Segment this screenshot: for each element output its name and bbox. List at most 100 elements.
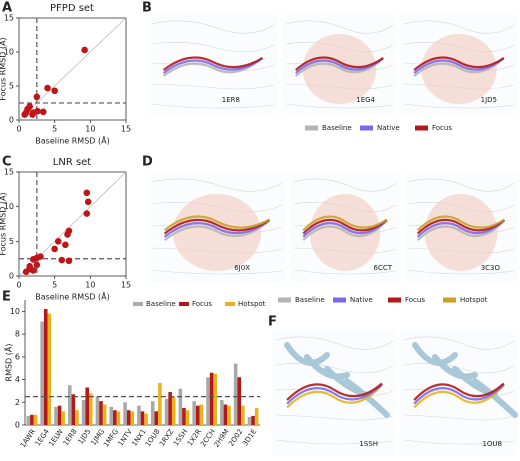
x-tick-label: 15 <box>121 281 131 290</box>
peptide <box>302 218 388 235</box>
point <box>84 198 92 206</box>
bar <box>150 401 155 425</box>
legend-label: Hotspot <box>238 300 266 308</box>
bar <box>61 411 65 425</box>
bar <box>209 372 214 425</box>
point <box>51 245 58 253</box>
bar <box>164 398 169 425</box>
peptide <box>295 57 384 77</box>
legend-label: Hotspot <box>460 296 488 304</box>
point <box>83 189 91 197</box>
point <box>34 107 41 115</box>
x-tick-label: 3D1E <box>241 428 258 448</box>
y-axis-label: Focus RMSD (Å) <box>0 37 8 100</box>
bar <box>109 406 114 425</box>
point <box>64 231 71 238</box>
backbone-trace <box>293 178 397 192</box>
point <box>33 93 41 101</box>
backbone-trace <box>275 389 394 397</box>
y-tick-label: 5 <box>9 237 14 246</box>
bar <box>158 382 162 425</box>
chart-title: LNR set <box>53 157 92 168</box>
bar <box>192 401 196 425</box>
y-tick-label: 5 <box>9 82 14 91</box>
peptide <box>302 219 388 238</box>
y-tick-label: 4 <box>15 375 20 384</box>
peptide <box>413 57 505 74</box>
structure-label: 1JD5 <box>481 96 497 104</box>
backbone-trace <box>275 439 394 445</box>
point <box>26 103 33 110</box>
y-tick-label: 2 <box>15 398 20 407</box>
diagonal <box>18 17 127 121</box>
legend-swatch <box>179 302 189 306</box>
point <box>21 111 29 118</box>
legend-label: Baseline <box>322 124 352 132</box>
legend-label: Focus <box>192 300 212 308</box>
y-tick-label: 10 <box>4 48 14 57</box>
structure-image <box>404 172 518 282</box>
backbone-trace <box>293 269 397 275</box>
backbone-trace <box>403 414 515 421</box>
peptide <box>286 384 383 409</box>
cartoon <box>412 342 458 366</box>
bar <box>223 404 228 425</box>
bar <box>123 402 127 425</box>
bar <box>57 405 62 425</box>
y-tick-label: 10 <box>4 202 14 211</box>
legend-swatch <box>133 302 143 306</box>
point <box>33 254 41 262</box>
structure-label: 1EG4 <box>356 96 375 104</box>
backbone-trace <box>151 103 275 109</box>
structure-image <box>282 14 397 114</box>
bar <box>168 392 172 425</box>
bar <box>47 313 52 425</box>
cartoon <box>472 378 518 418</box>
plot-frame <box>18 171 127 277</box>
point <box>26 262 33 270</box>
backbone-trace <box>285 103 394 109</box>
x-tick-label: 0 <box>16 125 21 134</box>
bar <box>137 405 141 425</box>
legend-swatch <box>333 297 346 303</box>
legend-label: Focus <box>432 124 452 132</box>
peptide <box>302 215 388 232</box>
bar <box>254 407 259 425</box>
backbone-trace <box>151 63 275 71</box>
x-tick-label: 10 <box>85 125 95 134</box>
backbone-trace <box>407 178 515 192</box>
bar <box>154 411 159 425</box>
cartoon <box>432 354 478 380</box>
bar <box>85 387 90 425</box>
peptide <box>163 219 271 242</box>
x-tick-label: 1ER8 <box>62 428 79 447</box>
bar <box>220 400 224 425</box>
peptide <box>295 56 384 71</box>
bar <box>171 396 176 425</box>
y-tick-label: 6 <box>15 352 20 361</box>
bar <box>102 404 107 425</box>
backbone-trace <box>275 414 394 421</box>
bar <box>182 407 186 425</box>
x-tick-label: 1OU8 <box>144 428 162 449</box>
backbone-trace <box>407 269 515 275</box>
bar <box>75 410 79 425</box>
bar <box>178 388 183 425</box>
bar <box>113 410 117 425</box>
peptide <box>286 383 383 405</box>
legend-swatch <box>388 297 401 303</box>
panel-letter: B <box>142 1 152 16</box>
structure-image <box>400 330 518 455</box>
backbone-trace <box>403 439 515 445</box>
peptide <box>413 384 505 409</box>
backbone-trace <box>275 362 394 374</box>
point <box>65 257 73 265</box>
structure-image <box>400 14 518 114</box>
y-axis-label: Focus RMSD (Å) <box>0 192 8 255</box>
point <box>83 210 91 217</box>
bar <box>81 400 86 425</box>
backbone-trace <box>151 83 275 90</box>
structure-image <box>148 172 286 282</box>
peptide <box>163 219 271 238</box>
